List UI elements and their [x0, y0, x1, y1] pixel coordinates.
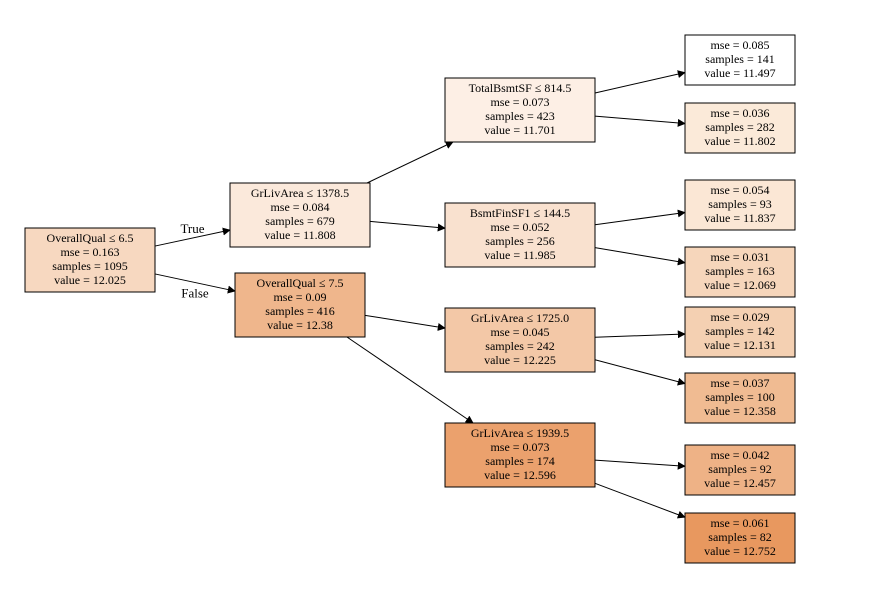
node-text-line: samples = 93 — [708, 197, 771, 211]
tree-edge — [595, 360, 685, 384]
tree-node: mse = 0.031samples = 163value = 12.069 — [685, 247, 795, 297]
tree-edge — [365, 315, 445, 328]
node-text-line: samples = 82 — [708, 530, 771, 544]
node-text-line: mse = 0.052 — [490, 220, 549, 234]
node-text-line: samples = 256 — [485, 234, 554, 248]
node-text-line: value = 11.808 — [264, 228, 335, 242]
node-text-line: BsmtFinSF1 ≤ 144.5 — [470, 206, 570, 220]
tree-edge — [367, 142, 453, 183]
tree-node: OverallQual ≤ 6.5mse = 0.163samples = 10… — [25, 228, 155, 292]
edge-label: True — [180, 221, 204, 236]
node-text-line: GrLivArea ≤ 1378.5 — [251, 186, 349, 200]
node-text-line: samples = 282 — [705, 120, 774, 134]
tree-node: mse = 0.042samples = 92value = 12.457 — [685, 445, 795, 495]
node-text-line: samples = 174 — [485, 454, 554, 468]
node-text-line: value = 12.131 — [704, 338, 776, 352]
tree-node: GrLivArea ≤ 1378.5mse = 0.084samples = 6… — [230, 183, 370, 247]
node-text-line: value = 11.497 — [704, 66, 775, 80]
tree-node: OverallQual ≤ 7.5mse = 0.09samples = 416… — [235, 273, 365, 337]
node-text-line: value = 12.752 — [704, 544, 776, 558]
node-text-line: value = 11.701 — [484, 123, 555, 137]
node-text-line: value = 11.837 — [704, 211, 775, 225]
tree-edge — [595, 213, 685, 225]
node-text-line: samples = 163 — [705, 264, 774, 278]
node-text-line: mse = 0.042 — [710, 448, 769, 462]
node-text-line: samples = 142 — [705, 324, 774, 338]
tree-node: GrLivArea ≤ 1939.5mse = 0.073samples = 1… — [445, 423, 595, 487]
node-text-line: samples = 679 — [265, 214, 334, 228]
tree-node: TotalBsmtSF ≤ 814.5mse = 0.073samples = … — [445, 78, 595, 142]
node-text-line: mse = 0.09 — [273, 290, 326, 304]
node-text-line: value = 12.457 — [704, 476, 776, 490]
node-text-line: mse = 0.061 — [710, 516, 769, 530]
tree-node: mse = 0.037samples = 100value = 12.358 — [685, 373, 795, 423]
tree-edge — [370, 221, 445, 228]
node-text-line: OverallQual ≤ 6.5 — [47, 231, 134, 245]
node-text-line: mse = 0.031 — [710, 250, 769, 264]
node-text-line: mse = 0.054 — [710, 183, 769, 197]
node-text-line: mse = 0.073 — [490, 440, 549, 454]
node-text-line: samples = 92 — [708, 462, 771, 476]
node-text-line: mse = 0.037 — [710, 376, 769, 390]
tree-edge — [595, 334, 685, 337]
tree-edge — [595, 73, 685, 93]
node-text-line: mse = 0.085 — [710, 38, 769, 52]
node-text-line: mse = 0.045 — [490, 325, 549, 339]
decision-tree-diagram: TrueFalseOverallQual ≤ 6.5mse = 0.163sam… — [0, 0, 875, 594]
node-text-line: GrLivArea ≤ 1725.0 — [471, 311, 569, 325]
tree-edge — [595, 483, 685, 517]
edge-label: False — [181, 285, 209, 300]
node-text-line: GrLivArea ≤ 1939.5 — [471, 426, 569, 440]
node-text-line: mse = 0.036 — [710, 106, 769, 120]
node-text-line: samples = 141 — [705, 52, 774, 66]
node-text-line: value = 11.802 — [704, 134, 775, 148]
node-text-line: mse = 0.163 — [60, 245, 119, 259]
tree-node: BsmtFinSF1 ≤ 144.5mse = 0.052samples = 2… — [445, 203, 595, 267]
node-text-line: value = 12.025 — [54, 273, 126, 287]
node-text-line: mse = 0.084 — [270, 200, 329, 214]
nodes-layer: OverallQual ≤ 6.5mse = 0.163samples = 10… — [25, 35, 795, 563]
tree-node: mse = 0.029samples = 142value = 12.131 — [685, 307, 795, 357]
tree-node: mse = 0.061samples = 82value = 12.752 — [685, 513, 795, 563]
tree-node: mse = 0.054samples = 93value = 11.837 — [685, 180, 795, 230]
tree-edge — [595, 248, 685, 263]
tree-node: GrLivArea ≤ 1725.0mse = 0.045samples = 2… — [445, 308, 595, 372]
node-text-line: TotalBsmtSF ≤ 814.5 — [469, 81, 572, 95]
node-text-line: value = 12.38 — [267, 318, 333, 332]
node-text-line: samples = 423 — [485, 109, 554, 123]
node-text-line: mse = 0.029 — [710, 310, 769, 324]
node-text-line: value = 12.596 — [484, 468, 556, 482]
node-text-line: value = 11.985 — [484, 248, 555, 262]
node-text-line: value = 12.225 — [484, 353, 556, 367]
node-text-line: value = 12.069 — [704, 278, 776, 292]
node-text-line: value = 12.358 — [704, 404, 776, 418]
node-text-line: OverallQual ≤ 7.5 — [257, 276, 344, 290]
tree-edge — [595, 116, 685, 123]
node-text-line: samples = 242 — [485, 339, 554, 353]
tree-node: mse = 0.036samples = 282value = 11.802 — [685, 103, 795, 153]
node-text-line: samples = 1095 — [52, 259, 127, 273]
node-text-line: samples = 100 — [705, 390, 774, 404]
node-text-line: samples = 416 — [265, 304, 334, 318]
tree-edge — [595, 460, 685, 466]
node-text-line: mse = 0.073 — [490, 95, 549, 109]
tree-node: mse = 0.085samples = 141value = 11.497 — [685, 35, 795, 85]
